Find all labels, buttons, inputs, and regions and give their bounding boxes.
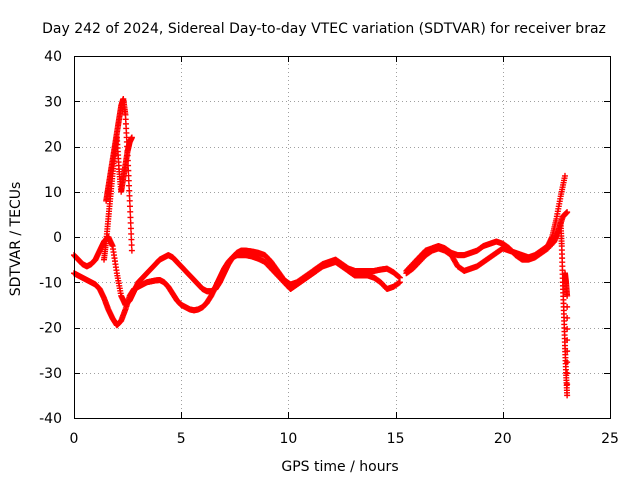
grid-lines [74,56,610,418]
data-point [564,326,571,333]
data-point [564,381,571,388]
series-track-c [403,209,571,274]
tick-labels: 0 5 10 15 20 25 -40 -30 -20 -10 0 10 20 30 40 [39,49,619,447]
data-point [564,348,571,355]
chart-title: Day 242 of 2024, Sidereal Day-to-day VTE… [42,21,606,37]
data-point [126,187,133,194]
x-tick-label: 5 [177,431,186,447]
x-tick-label: 20 [494,431,512,447]
data-point [564,209,571,216]
y-axis-label: SDTVAR / TECUs [8,182,24,297]
data-point [127,219,134,226]
data-point [128,242,135,249]
data-point [564,303,571,310]
y-tick-label: -10 [39,275,62,291]
data-point [126,192,133,199]
series-track-b [71,252,403,329]
data-point [564,370,571,377]
plot-frame [74,56,611,419]
y-tick-label: -40 [39,411,62,427]
y-tick-label: 20 [44,140,62,156]
data-point [125,177,132,184]
y-tick-label: 10 [44,185,62,201]
data-point [126,197,133,204]
data-point [126,203,133,210]
data-point [128,134,135,141]
x-axis-label: GPS time / hours [281,459,398,475]
data-point [564,392,571,399]
series-spike-late [557,220,571,399]
data-point [127,214,134,221]
series-track-a [71,234,403,308]
x-tick-label: 10 [279,431,297,447]
x-tick-label: 25 [601,431,619,447]
y-tick-label: 40 [44,49,62,65]
data-point [564,337,571,344]
y-tick-label: 30 [44,94,62,110]
x-tick-label: 15 [387,431,405,447]
data-point [396,279,403,286]
series-track-d [403,172,568,277]
data-point [127,225,134,232]
data-point [561,270,568,277]
data-point [128,236,135,243]
data-point [564,314,571,321]
series-spike-early-a [103,95,135,254]
data-points [71,95,571,399]
data-point [564,359,571,366]
y-tick-label: -30 [39,366,62,382]
data-point [126,182,133,189]
data-point [128,247,135,254]
x-tick-label: 0 [70,431,79,447]
data-point [561,172,568,179]
y-tick-label: -20 [39,321,62,337]
y-tick-label: 0 [53,230,62,246]
series-spike-early-b [101,134,135,263]
data-point [128,230,135,237]
data-point [127,208,134,215]
